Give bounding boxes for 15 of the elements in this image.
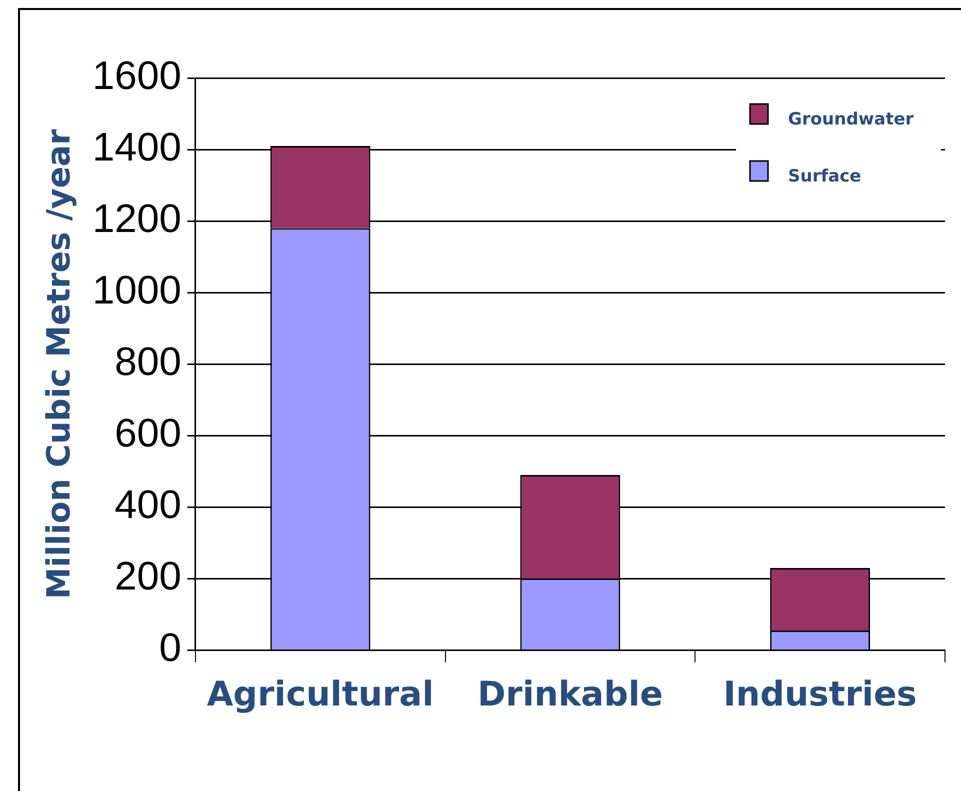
y-tick-label: 1400 bbox=[92, 126, 182, 170]
y-tick-label: 1600 bbox=[92, 54, 182, 98]
x-tick-label: Agricultural bbox=[206, 674, 434, 714]
y-tick-label: 400 bbox=[114, 483, 182, 528]
x-tick-label: Industries bbox=[723, 674, 917, 714]
y-tick-label: 200 bbox=[114, 554, 182, 599]
y-tick-label: 800 bbox=[114, 340, 182, 384]
y-axis-title: Million Cubic Metres /year bbox=[40, 128, 78, 600]
legend-label: Groundwater bbox=[788, 109, 914, 130]
y-tick-label: 600 bbox=[114, 412, 182, 456]
y-tick-label: 1000 bbox=[92, 268, 182, 313]
x-tick-label: Drinkable bbox=[477, 674, 663, 714]
legend-label: Surface bbox=[788, 166, 862, 186]
y-tick-label: 1200 bbox=[92, 197, 182, 242]
y-tick-label: 0 bbox=[159, 626, 182, 670]
